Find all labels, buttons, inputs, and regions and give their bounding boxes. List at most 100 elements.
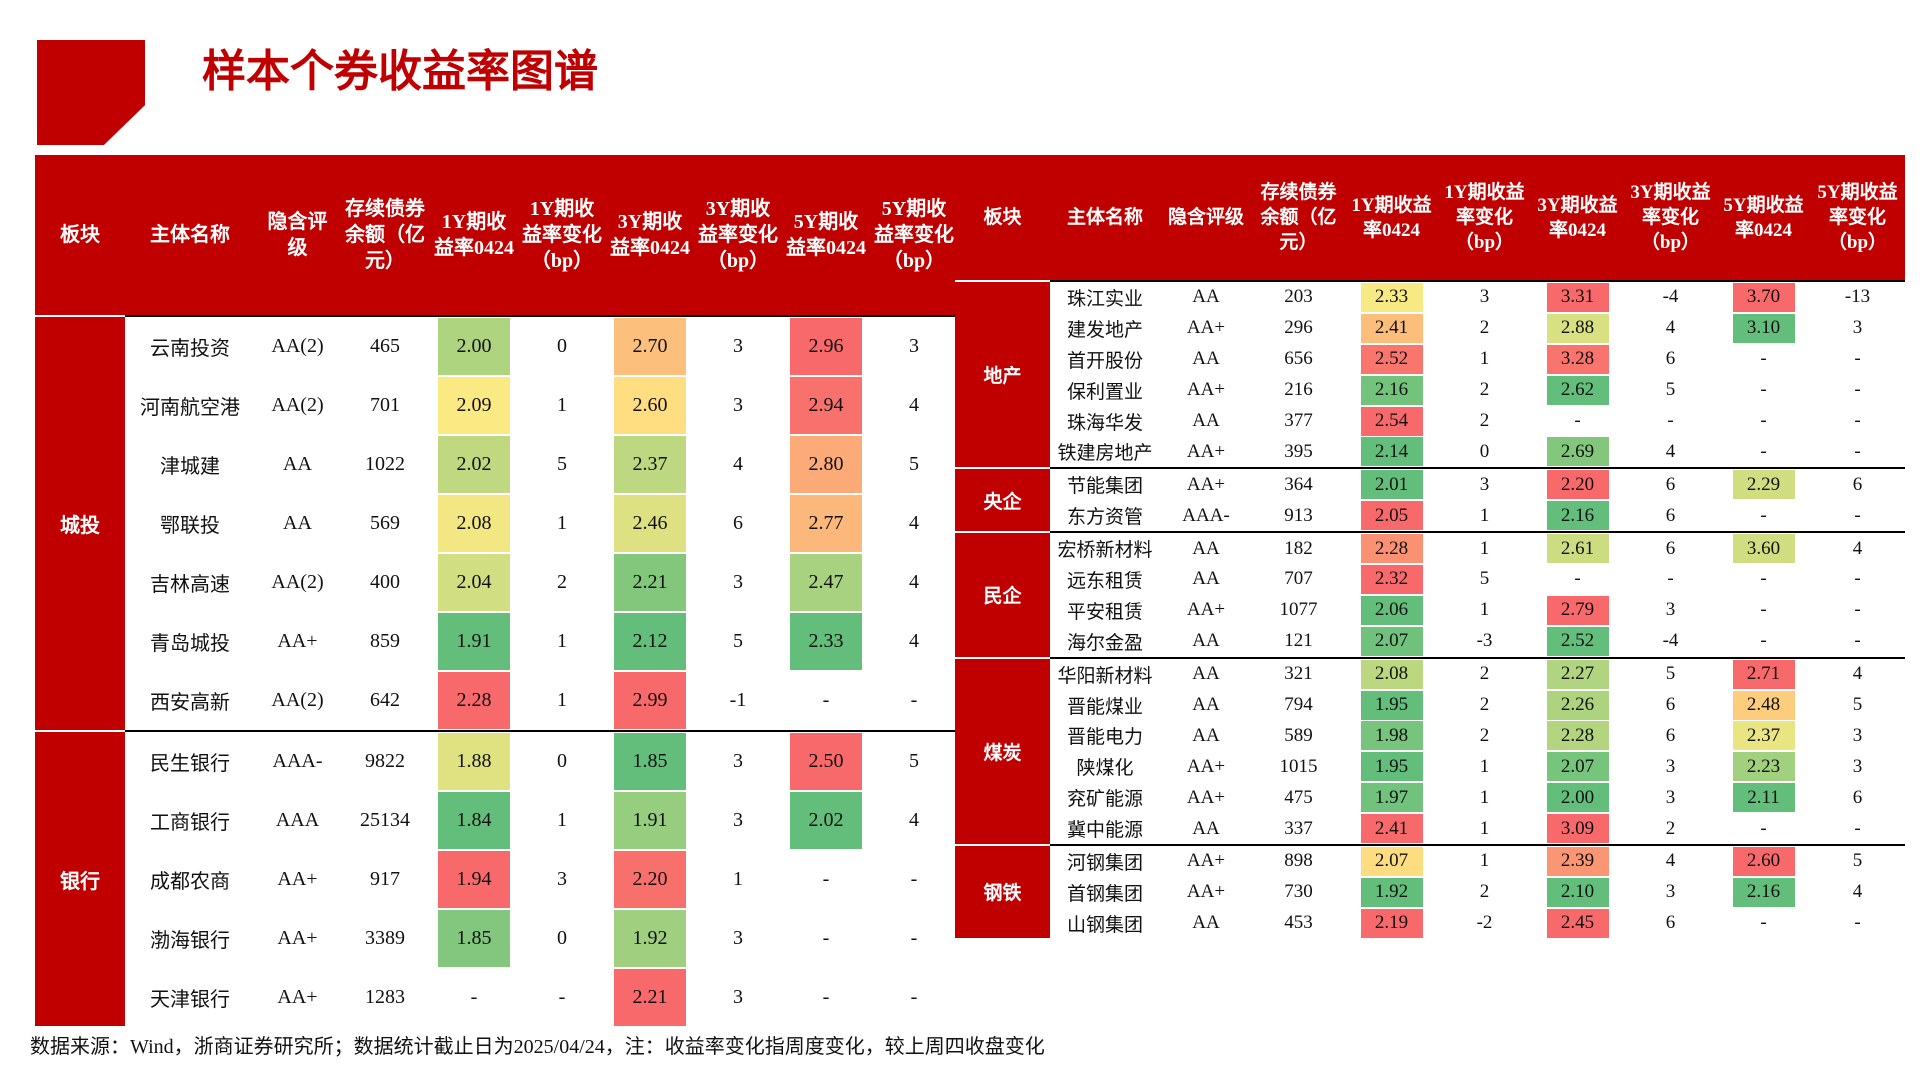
- heat-cell: 2.09: [438, 377, 510, 434]
- table-row: 保利置业 AA+ 216 2.16 2 2.62 5 - -: [955, 375, 1905, 406]
- table-row: 冀中能源 AA 337 2.41 1 3.09 2 - -: [955, 813, 1905, 845]
- table-cell: 4: [909, 809, 919, 831]
- table-row: 鄂联投 AA 569 2.08 1 2.46 6 2.77 4: [35, 494, 958, 553]
- table-cell: 2.50: [782, 730, 870, 791]
- heat-cell: 2.37: [1732, 721, 1795, 751]
- heat-cell: 1.91: [614, 792, 686, 849]
- table-cell: 2: [1479, 379, 1490, 401]
- column-header: 隐含评级: [1160, 155, 1252, 281]
- table-cell: -: [470, 986, 478, 1008]
- heat-cell: 1.97: [1360, 783, 1423, 813]
- table-cell: AA: [1192, 817, 1220, 839]
- column-header: 隐含评级: [255, 155, 340, 316]
- table-cell: AA+: [1186, 755, 1226, 777]
- table-cell: 25134: [360, 809, 410, 831]
- heat-cell: 2.62: [1546, 375, 1609, 405]
- heat-cell: 2.00: [438, 318, 510, 375]
- table-row: 吉林高速 AA(2) 400 2.04 2 2.21 3 2.47 4: [35, 553, 958, 612]
- table-cell: AA: [1160, 531, 1252, 565]
- column-header: 1Y期收益率变化（bp）: [1438, 155, 1531, 281]
- table-cell: 3: [733, 986, 743, 1008]
- heat-cell: 1.92: [1360, 877, 1423, 907]
- table-cell: 2.28: [430, 671, 518, 731]
- table-cell: 平安租赁: [1066, 601, 1143, 623]
- table-cell: AA+: [277, 986, 318, 1008]
- table-cell: 河南航空港: [140, 397, 240, 419]
- logo-block: [37, 40, 145, 145]
- table-cell: AA: [1192, 912, 1220, 934]
- table-cell: 1: [1479, 817, 1490, 839]
- column-header: 1Y期收益率0424: [430, 155, 518, 316]
- table-cell: 2.33: [1345, 280, 1438, 313]
- table-cell: AA+: [1186, 317, 1226, 339]
- table-cell: 2.09: [430, 376, 518, 435]
- table-cell: 节能集团: [1050, 467, 1160, 501]
- table-cell: -: [1854, 348, 1861, 370]
- table-cell: 2: [1479, 694, 1490, 716]
- table-cell: 569: [370, 512, 400, 534]
- table-cell: 3: [1852, 755, 1863, 777]
- table-cell: 4: [1810, 656, 1905, 690]
- heat-cell: 3.09: [1546, 814, 1609, 844]
- table-cell: 陕煤化: [1076, 758, 1134, 780]
- heat-cell: 2.60: [1732, 846, 1795, 876]
- section-label: 地产: [955, 279, 1050, 470]
- table-cell: 2.07: [1345, 626, 1438, 658]
- heat-cell: 1.85: [614, 733, 686, 790]
- table-cell: AA: [1160, 280, 1252, 313]
- table-cell: 1015: [1279, 755, 1318, 777]
- heat-cell: 1.85: [438, 910, 510, 967]
- table-cell: 2.27: [1531, 656, 1624, 690]
- table-cell: 465: [340, 315, 430, 376]
- heat-cell: 2.21: [614, 554, 686, 611]
- heat-cell: 1.98: [1360, 721, 1423, 751]
- table-cell: 0: [518, 315, 606, 376]
- table-cell: -3: [1476, 630, 1493, 652]
- table-cell: AA: [283, 512, 312, 534]
- table-cell: 1022: [365, 453, 405, 475]
- table-cell: -: [1574, 410, 1581, 431]
- table-row: 兖矿能源 AA+ 475 1.97 1 2.00 3 2.11 6: [955, 782, 1905, 813]
- table-cell: 2.77: [782, 494, 870, 553]
- table-cell: 云南投资: [125, 315, 255, 376]
- table-cell: AA+: [277, 630, 318, 652]
- table-cell: 2.01: [1345, 467, 1438, 501]
- table-cell: 5: [1810, 844, 1905, 877]
- table-cell: 2.02: [430, 435, 518, 494]
- table-cell: AA(2): [271, 689, 324, 711]
- table-cell: 东方资管: [1066, 507, 1143, 529]
- heat-cell: 2.52: [1360, 344, 1423, 374]
- table-cell: 898: [1252, 844, 1345, 877]
- table-cell: 2: [557, 571, 567, 593]
- heat-cell: 2.46: [614, 495, 686, 552]
- table-cell: 794: [1284, 694, 1313, 716]
- table-cell: 3.31: [1531, 280, 1624, 313]
- table-cell: 6: [1624, 531, 1717, 565]
- table-cell: 859: [370, 630, 400, 652]
- table-cell: AA: [1192, 410, 1220, 431]
- table-cell: 2.16: [1531, 500, 1624, 532]
- heat-cell: 1.91: [438, 613, 510, 670]
- table-cell: -: [1854, 504, 1861, 526]
- table-cell: 4: [909, 394, 919, 416]
- table-cell: 民生银行: [125, 730, 255, 791]
- table-cell: 1.95: [1345, 751, 1438, 782]
- table-cell: AA+: [1160, 467, 1252, 501]
- table-cell: 5: [1852, 694, 1863, 716]
- table-cell: 3: [557, 868, 567, 890]
- table-row: 地产 珠江实业 AA 203 2.33 3 3.31 -4 3.70 -13: [955, 279, 1905, 470]
- table-cell: -: [822, 689, 830, 711]
- table-cell: 成都农商: [150, 871, 230, 893]
- heat-cell: 2.70: [614, 318, 686, 375]
- table-cell: 917: [370, 868, 400, 890]
- table-cell: AA: [1192, 348, 1220, 370]
- table-cell: AA+: [277, 868, 318, 890]
- heat-cell: 2.41: [1360, 313, 1423, 343]
- table-row: 渤海银行 AA+ 3389 1.85 0 1.92 3 - -: [35, 909, 958, 968]
- table-cell: 5: [1479, 568, 1490, 590]
- table-cell: 2.79: [1531, 595, 1624, 626]
- table-row: 建发地产 AA+ 296 2.41 2 2.88 4 3.10 3: [955, 313, 1905, 344]
- heat-cell: 2.29: [1732, 470, 1795, 500]
- table-cell: 5: [870, 730, 958, 791]
- table-cell: 2.41: [1345, 813, 1438, 845]
